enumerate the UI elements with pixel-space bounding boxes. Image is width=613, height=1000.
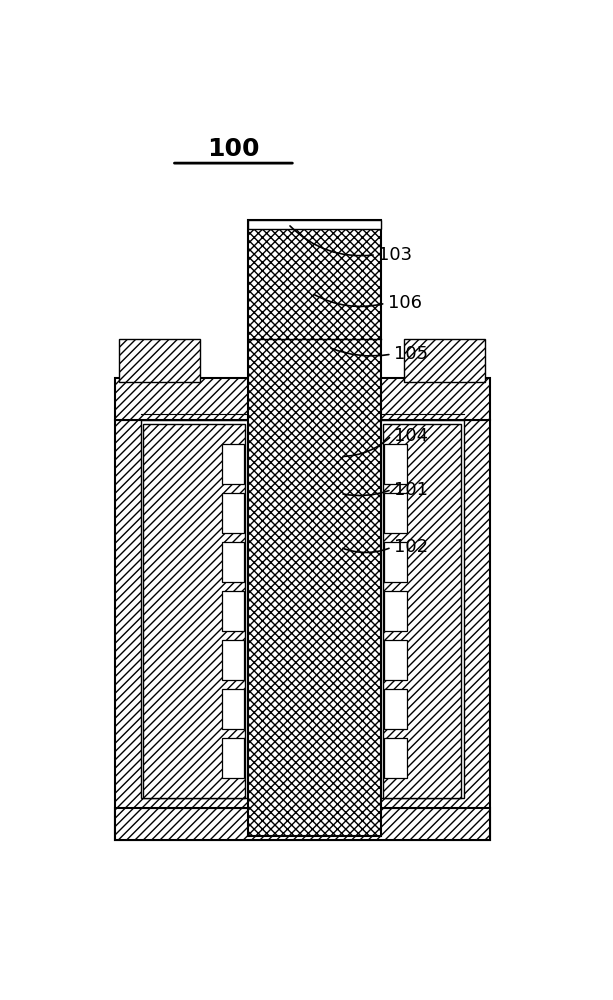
Text: 103: 103 — [378, 246, 413, 264]
Text: 101: 101 — [394, 481, 428, 499]
Bar — [115, 378, 490, 420]
Bar — [384, 640, 407, 680]
Text: 102: 102 — [394, 538, 428, 556]
Bar — [383, 424, 462, 798]
Bar — [221, 640, 245, 680]
Bar — [141, 420, 464, 798]
Bar — [221, 738, 245, 778]
Text: 100: 100 — [207, 137, 260, 161]
Bar — [115, 808, 490, 840]
Bar — [221, 542, 245, 582]
Bar — [384, 738, 407, 778]
Bar — [384, 444, 407, 484]
Bar — [120, 339, 200, 382]
Bar — [143, 424, 245, 798]
Text: 105: 105 — [394, 345, 428, 363]
Bar — [221, 689, 245, 729]
Bar — [384, 591, 407, 631]
Bar — [384, 689, 407, 729]
Bar — [248, 220, 381, 836]
Bar — [384, 493, 407, 533]
Text: 104: 104 — [394, 427, 428, 445]
Bar — [221, 493, 245, 533]
Bar — [221, 444, 245, 484]
Bar — [384, 542, 407, 582]
Bar — [405, 339, 485, 382]
Bar — [115, 420, 490, 840]
Bar — [248, 220, 381, 229]
Bar — [221, 591, 245, 631]
Text: 106: 106 — [388, 294, 422, 312]
